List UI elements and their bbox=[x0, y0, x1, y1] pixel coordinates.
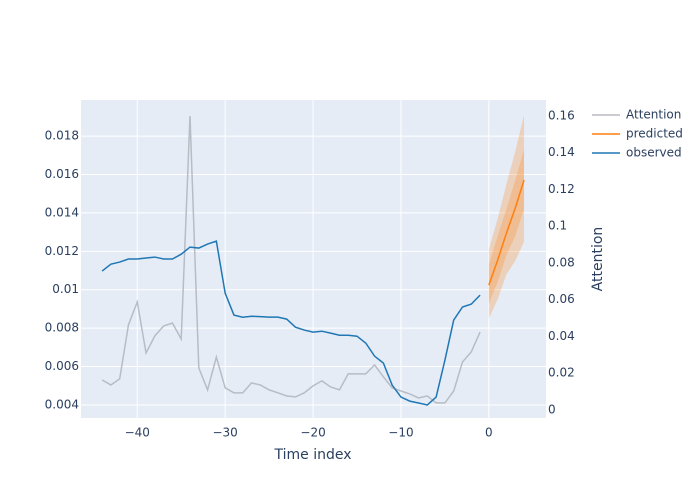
y-tick-label: 0.016 bbox=[45, 167, 79, 181]
legend-label: predicted bbox=[626, 127, 683, 141]
y-tick-label: 0.014 bbox=[45, 205, 79, 219]
x-axis-title: Time index bbox=[273, 447, 351, 463]
legend-label: Attention bbox=[626, 108, 681, 122]
x-tick-label: −40 bbox=[125, 426, 150, 440]
y2-tick-label: 0 bbox=[548, 402, 556, 416]
y2-tick-label: 0.02 bbox=[548, 366, 575, 380]
confidence-band bbox=[488, 149, 525, 304]
y-tick-label: 0.01 bbox=[52, 282, 79, 296]
series-line bbox=[488, 179, 525, 286]
y2-tick-label: 0.08 bbox=[548, 255, 575, 269]
confidence-band bbox=[488, 114, 525, 319]
y2-axis-title: Attention bbox=[590, 227, 606, 292]
legend-label: observed bbox=[626, 146, 682, 160]
series-line bbox=[101, 240, 481, 406]
y-tick-label: 0.004 bbox=[45, 397, 79, 411]
x-tick-label: −20 bbox=[300, 426, 325, 440]
y2-tick-label: 0.04 bbox=[548, 329, 575, 343]
y-tick-label: 0.008 bbox=[45, 321, 79, 335]
y-tick-label: 0.006 bbox=[45, 359, 79, 373]
y2-tick-label: 0.16 bbox=[548, 108, 575, 122]
x-tick-label: −10 bbox=[388, 426, 413, 440]
y-tick-label: 0.018 bbox=[45, 129, 79, 143]
y-tick-label: 0.012 bbox=[45, 244, 79, 258]
y2-tick-label: 0.1 bbox=[548, 219, 567, 233]
x-tick-label: −30 bbox=[212, 426, 237, 440]
x-tick-label: 0 bbox=[485, 426, 493, 440]
y2-tick-label: 0.14 bbox=[548, 145, 575, 159]
series-line bbox=[101, 115, 481, 404]
y2-tick-label: 0.12 bbox=[548, 182, 575, 196]
y2-tick-label: 0.06 bbox=[548, 292, 575, 306]
